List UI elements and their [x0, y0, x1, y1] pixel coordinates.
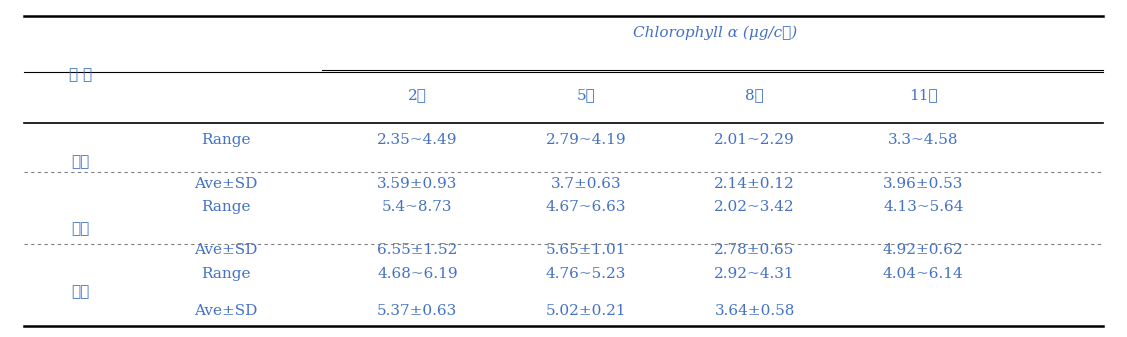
Text: 3.59±0.93: 3.59±0.93	[378, 177, 458, 190]
Text: 하부: 하부	[71, 285, 89, 299]
Text: 4.67~6.63: 4.67~6.63	[545, 200, 627, 214]
Text: 2.35~4.49: 2.35~4.49	[378, 133, 458, 147]
Text: 중부: 중부	[71, 222, 89, 236]
Text: 구 분: 구 분	[69, 68, 91, 82]
Text: Range: Range	[202, 200, 251, 214]
Text: 8월: 8월	[745, 88, 764, 102]
Text: 5.4~8.73: 5.4~8.73	[382, 200, 453, 214]
Text: Range: Range	[202, 133, 251, 147]
Text: 2.14±0.12: 2.14±0.12	[715, 177, 795, 190]
Text: 4.04~6.14: 4.04~6.14	[882, 267, 964, 281]
Text: 3.7±0.63: 3.7±0.63	[551, 177, 621, 190]
Text: 2월: 2월	[408, 88, 427, 102]
Text: Range: Range	[202, 267, 251, 281]
Text: 5.65±1.01: 5.65±1.01	[545, 243, 627, 257]
Text: 2.92~4.31: 2.92~4.31	[715, 267, 795, 281]
Text: 3.96±0.53: 3.96±0.53	[884, 177, 964, 190]
Text: Ave±SD: Ave±SD	[195, 177, 258, 190]
Text: 4.68~6.19: 4.68~6.19	[378, 267, 458, 281]
Text: 4.13~5.64: 4.13~5.64	[882, 200, 964, 214]
Text: 2.79~4.19: 2.79~4.19	[545, 133, 627, 147]
Text: 5.37±0.63: 5.37±0.63	[378, 304, 458, 317]
Text: 6.55±1.52: 6.55±1.52	[378, 243, 458, 257]
Text: 5.02±0.21: 5.02±0.21	[545, 304, 627, 317]
Text: 3.64±0.58: 3.64±0.58	[715, 304, 795, 317]
Text: Chlorophyll α (μg/c㎡): Chlorophyll α (μg/c㎡)	[633, 26, 798, 40]
Text: 3.3~4.58: 3.3~4.58	[888, 133, 958, 147]
Text: 2.78±0.65: 2.78±0.65	[715, 243, 795, 257]
Text: 11월: 11월	[909, 88, 938, 102]
Text: 상부: 상부	[71, 155, 89, 169]
Text: 4.76~5.23: 4.76~5.23	[545, 267, 627, 281]
Text: Ave±SD: Ave±SD	[195, 243, 258, 257]
Text: 2.01~2.29: 2.01~2.29	[715, 133, 795, 147]
Text: 5월: 5월	[577, 88, 595, 102]
Text: 4.92±0.62: 4.92±0.62	[882, 243, 964, 257]
Text: Ave±SD: Ave±SD	[195, 304, 258, 317]
Text: 2.02~3.42: 2.02~3.42	[715, 200, 795, 214]
